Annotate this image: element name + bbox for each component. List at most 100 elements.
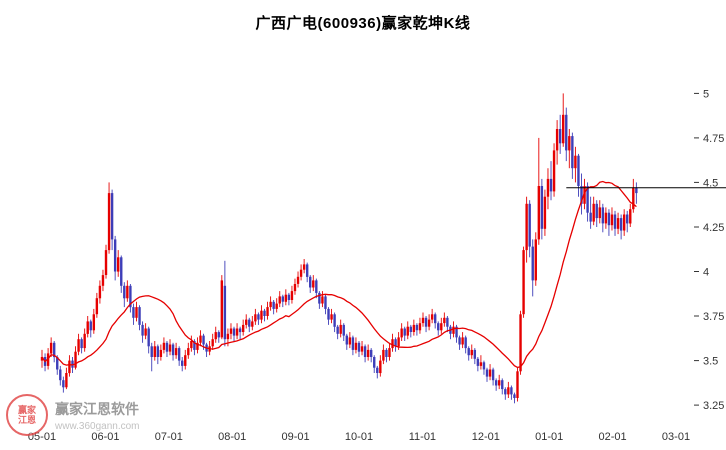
candle-body: [373, 357, 376, 368]
candle-body: [543, 196, 547, 229]
x-tick-label: 03-01: [662, 431, 690, 443]
candle-body: [59, 369, 62, 381]
candle-body: [351, 337, 355, 350]
candle-body: [424, 317, 428, 327]
candle-body: [534, 239, 537, 281]
y-tick-label: 3.5: [703, 356, 718, 368]
x-tick-label: 08-01: [218, 431, 246, 443]
candle-body: [257, 314, 260, 320]
candle-body: [345, 335, 348, 345]
candle-body: [232, 328, 236, 336]
x-tick-label: 01-01: [535, 431, 563, 443]
candle-body: [162, 342, 166, 350]
candle-body: [366, 349, 370, 357]
candle-body: [531, 246, 534, 281]
watermark: 赢家 江恩 赢家江恩软件 www.360gann.com: [6, 394, 140, 436]
candle-body: [571, 136, 574, 169]
candle-body: [135, 307, 138, 318]
candle-body: [635, 187, 638, 194]
candle-body: [552, 150, 556, 192]
candle-body: [412, 324, 416, 332]
candle-body: [513, 394, 516, 398]
candle-body: [74, 351, 77, 368]
candle-body: [382, 349, 385, 361]
candle-body: [583, 186, 586, 204]
candle-body: [549, 178, 553, 192]
candle-body: [248, 319, 251, 327]
candle-body: [330, 314, 333, 320]
candle-body: [245, 319, 248, 325]
candle-body: [290, 291, 294, 300]
candle-body: [494, 380, 498, 386]
candles: [40, 93, 638, 404]
candle-body: [629, 209, 632, 224]
brand-logo-icon: 赢家 江恩: [6, 394, 48, 436]
candle-body: [479, 362, 483, 366]
candle-body: [558, 129, 562, 144]
y-tick-label: 4.5: [703, 177, 718, 189]
candle-body: [104, 250, 108, 275]
candle-body: [83, 333, 86, 349]
candle-body: [613, 214, 617, 229]
candle-body: [296, 276, 300, 284]
candle-body: [123, 285, 126, 299]
candle-body: [604, 212, 608, 224]
candle-body: [403, 328, 406, 336]
candle-body: [418, 323, 422, 331]
candle-body: [278, 296, 281, 304]
candle-body: [281, 296, 284, 302]
candle-body: [336, 326, 339, 334]
candle-body: [101, 275, 105, 286]
candle-body: [299, 269, 303, 277]
candle-body: [211, 339, 214, 347]
candle-body: [214, 332, 217, 340]
candle-body: [132, 307, 135, 318]
candle-body: [470, 349, 473, 356]
candle-body: [388, 348, 391, 357]
candle-body: [159, 349, 163, 357]
candle-body: [501, 380, 504, 390]
candle-body: [52, 342, 56, 358]
candle-body: [580, 186, 583, 204]
candle-body: [220, 280, 224, 338]
candle-body: [540, 186, 544, 229]
candle-body: [516, 371, 519, 398]
candle-body: [193, 341, 196, 350]
candle-body: [263, 310, 266, 316]
candle-body: [626, 214, 629, 224]
candle-body: [354, 342, 358, 350]
candle-body: [562, 114, 565, 144]
candle-body: [302, 264, 306, 270]
chart-title: 广西广电(600936)赢家乾坤K线: [255, 15, 471, 32]
candle-body: [455, 326, 458, 338]
candle-body: [321, 296, 324, 304]
x-tick-label: 02-01: [599, 431, 627, 443]
candle-body: [68, 360, 71, 374]
candle-body: [333, 314, 336, 327]
candle-body: [458, 337, 461, 345]
brand-logo-text-2: 江恩: [17, 415, 36, 425]
candle-body: [476, 358, 480, 366]
candle-body: [522, 250, 525, 315]
candle-body: [287, 294, 291, 300]
candle-body: [342, 324, 345, 336]
candle-body: [507, 387, 510, 395]
y-axis: 5 4.75 4.5 4.25 4 3.75 3.5 3.25: [694, 88, 724, 412]
candle-body: [369, 349, 373, 357]
candle-body: [467, 348, 470, 356]
candle-body: [409, 326, 413, 332]
candle-body: [400, 328, 403, 338]
candle-body: [589, 212, 592, 222]
y-tick-label: 5: [703, 88, 709, 100]
candle-body: [446, 317, 449, 327]
candle-body: [433, 314, 437, 324]
candle-body: [473, 349, 477, 359]
candle-body: [147, 328, 150, 347]
candle-body: [150, 346, 153, 357]
candle-body: [226, 333, 230, 340]
candle-body: [586, 186, 589, 213]
candle-body: [62, 380, 65, 388]
candle-body: [305, 264, 309, 277]
candle-body: [498, 380, 501, 386]
